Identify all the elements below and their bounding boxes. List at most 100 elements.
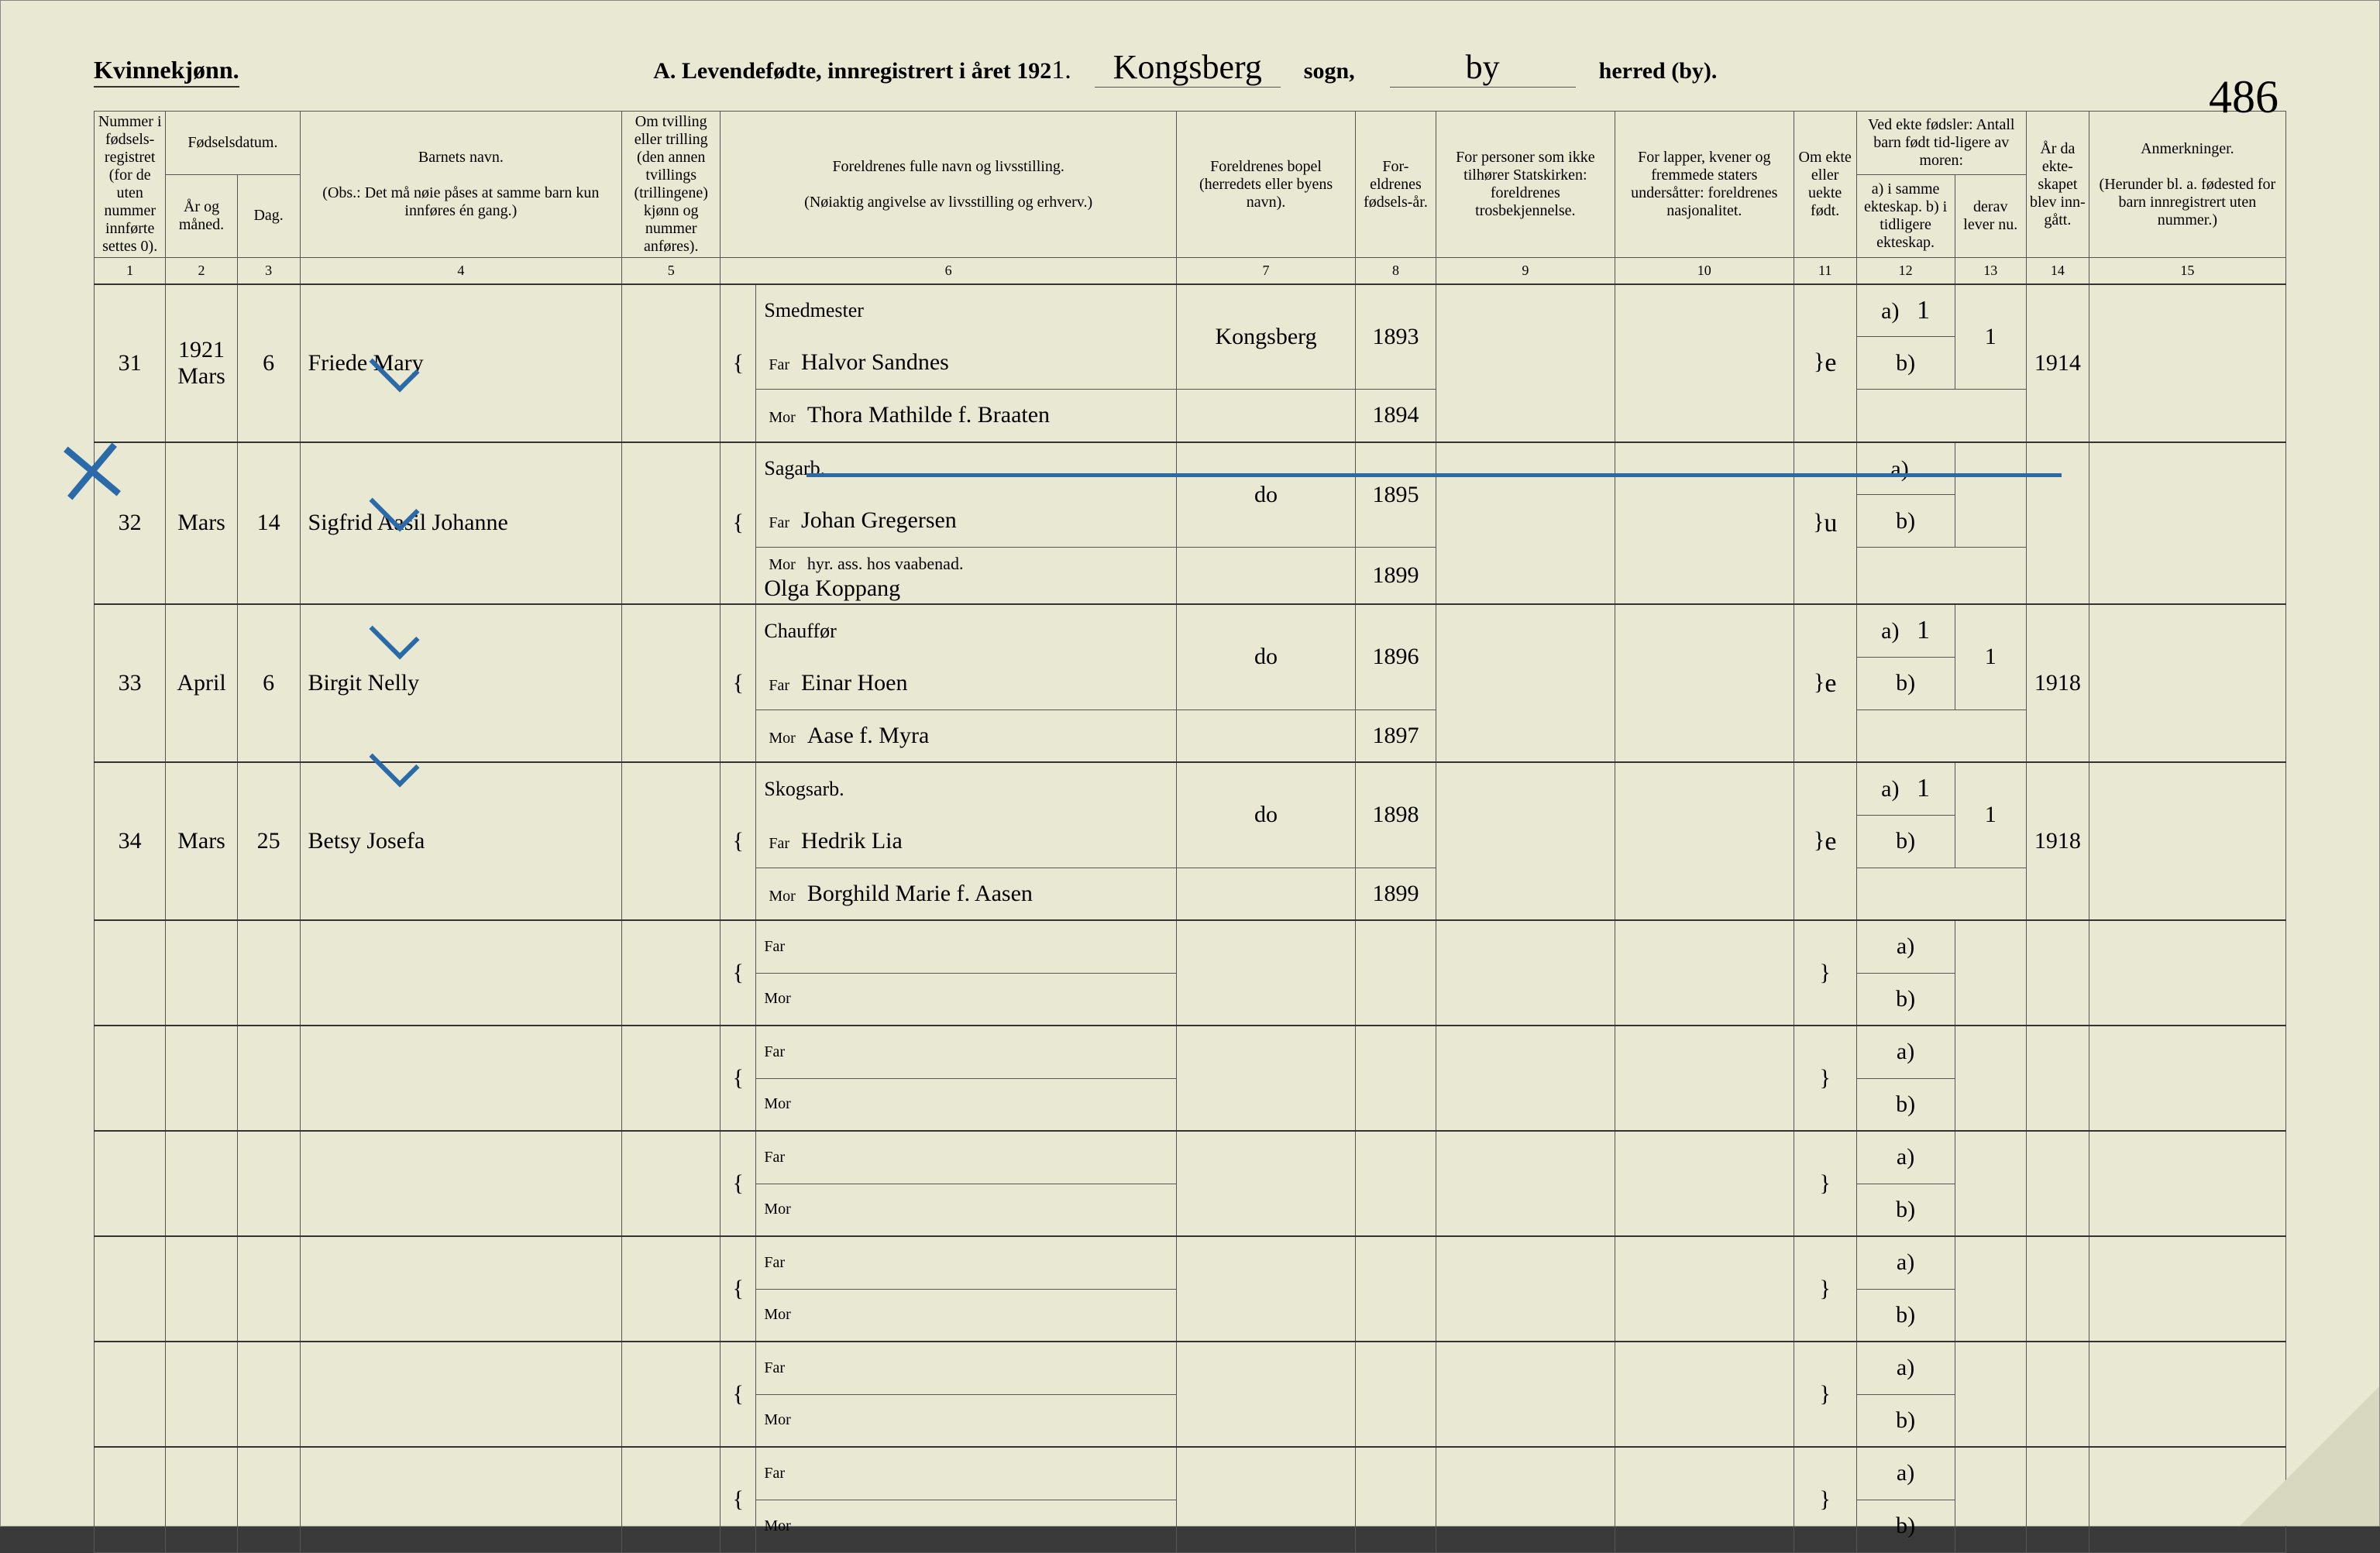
e-12a: a) <box>1856 1236 1955 1289</box>
cell-mor: Mor Thora Mathilde f. Braaten <box>756 390 1177 442</box>
title-prefix: A. Levendefødte, innregistrert i året 19… <box>653 58 1051 84</box>
coln-8: 8 <box>1356 258 1436 284</box>
cell-tros <box>1436 762 1615 920</box>
gender-label: Kvinnekjønn. <box>94 56 239 88</box>
cell-num: 34 <box>95 762 166 920</box>
e-13 <box>1955 1236 2026 1342</box>
cell-far-yr: 1898 <box>1356 762 1436 868</box>
brace-right: }e <box>1794 762 1856 920</box>
cell-bopel-mor <box>1177 868 1356 920</box>
e-mor: Mor <box>756 1394 1177 1447</box>
h13: derav lever nu. <box>1955 174 2026 257</box>
ledger-table: Nummer i fødsels-registret (for de uten … <box>94 111 2286 1553</box>
h6-sub: (Nøiaktig angivelse av livsstilling og e… <box>804 194 1092 211</box>
coln-3: 3 <box>237 258 300 284</box>
table-row-empty: {Far}a) <box>95 1026 2286 1078</box>
e-yr <box>1356 1342 1436 1447</box>
table-row-empty: {Far}a) <box>95 1447 2286 1500</box>
e-15 <box>2089 1026 2285 1131</box>
e-num <box>95 1236 166 1342</box>
h7: Foreldrenes bopel (herredets eller byens… <box>1177 112 1356 258</box>
cell-day: 25 <box>237 762 300 920</box>
page-number: 486 <box>2209 70 2279 124</box>
cell-15 <box>2089 442 2285 605</box>
coln-13: 13 <box>1955 258 2026 284</box>
e-13 <box>1955 920 2026 1026</box>
e-na <box>1615 1342 1794 1447</box>
h1: Nummer i fødsels-registret (for de uten … <box>95 112 166 258</box>
e-tv <box>622 1447 721 1552</box>
cell-nasj <box>1615 442 1794 605</box>
cell-far-yr: 1895 <box>1356 442 1436 548</box>
table-row: 311921Mars6Friede Mary{SmedmesterKongsbe… <box>95 284 2286 337</box>
cell-bopel: do <box>1177 762 1356 868</box>
cell-12-mor <box>1856 390 2026 442</box>
cell-mor: Mor Aase f. Myra <box>756 710 1177 762</box>
table-row: 32Mars14Sigfrid Aasil Johanne{Sagarb.do1… <box>95 442 2286 495</box>
coln-2: 2 <box>166 258 237 284</box>
cell-bopel: do <box>1177 604 1356 710</box>
coln-9: 9 <box>1436 258 1615 284</box>
e-mo <box>166 1447 237 1552</box>
cell-nasj <box>1615 284 1794 442</box>
cell-month: Mars <box>166 442 237 605</box>
cell-14: 1918 <box>2026 762 2089 920</box>
cell-mor-yr: 1899 <box>1356 868 1436 920</box>
cell-tvilling <box>622 284 721 442</box>
e-far: Far <box>756 1131 1177 1184</box>
e-yr <box>1356 1026 1436 1131</box>
cell-12-mor <box>1856 710 2026 762</box>
cell-12a: a) <box>1856 442 1955 495</box>
table-row-empty: {Far}a) <box>95 920 2286 973</box>
h4: Barnets navn. (Obs.: Det må nøie påses a… <box>300 112 622 258</box>
e-na <box>1615 920 1794 1026</box>
e-bo <box>1177 1342 1356 1447</box>
h4-top: Barnets navn. <box>418 149 504 166</box>
cell-13: 1 <box>1955 284 2026 390</box>
e-num <box>95 920 166 1026</box>
brace-right: }e <box>1794 604 1856 762</box>
e-day <box>237 1236 300 1342</box>
e-num <box>95 1026 166 1131</box>
e-far: Far <box>756 1447 1177 1500</box>
header-row-1: Nummer i fødsels-registret (for de uten … <box>95 112 2286 175</box>
e-day <box>237 1131 300 1236</box>
cell-14: 1918 <box>2026 604 2089 762</box>
cell-12a: a) 1 <box>1856 604 1955 657</box>
cell-12b: b) <box>1856 815 1955 868</box>
e-bl: { <box>721 1342 756 1447</box>
h3: Dag. <box>237 174 300 257</box>
e-na <box>1615 1447 1794 1552</box>
cell-bopel-mor <box>1177 548 1356 605</box>
h2-top: Fødselsdatum. <box>166 112 300 175</box>
cell-nasj <box>1615 604 1794 762</box>
e-mo <box>166 1236 237 1342</box>
cell-far: Far Johan Gregersen <box>756 495 1177 548</box>
h15: Anmerkninger. (Herunder bl. a. fødested … <box>2089 112 2285 258</box>
h14: År da ekte-skapet blev inn-gått. <box>2026 112 2089 258</box>
cell-child: Birgit Nelly <box>300 604 622 762</box>
e-ch <box>300 1131 622 1236</box>
herred-hand: by <box>1390 47 1576 88</box>
brace-right: }u <box>1794 442 1856 605</box>
e-12b: b) <box>1856 1184 1955 1236</box>
e-12b: b) <box>1856 1289 1955 1342</box>
e-tv <box>622 1236 721 1342</box>
brace-right: }e <box>1794 284 1856 442</box>
e-mor: Mor <box>756 1184 1177 1236</box>
cell-tvilling <box>622 762 721 920</box>
cell-14: 1914 <box>2026 284 2089 442</box>
coln-4: 4 <box>300 258 622 284</box>
brace-left: { <box>721 762 756 920</box>
cell-far-occ: Chauffør <box>756 604 1177 657</box>
coln-12: 12 <box>1856 258 1955 284</box>
cell-day: 6 <box>237 284 300 442</box>
coln-10: 10 <box>1615 258 1794 284</box>
cell-15 <box>2089 604 2285 762</box>
coln-11: 11 <box>1794 258 1856 284</box>
e-12b: b) <box>1856 1078 1955 1131</box>
e-na <box>1615 1131 1794 1236</box>
e-day <box>237 1342 300 1447</box>
header-row: Kvinnekjønn. A. Levendefødte, innregistr… <box>94 47 2286 88</box>
cell-12b: b) <box>1856 657 1955 710</box>
